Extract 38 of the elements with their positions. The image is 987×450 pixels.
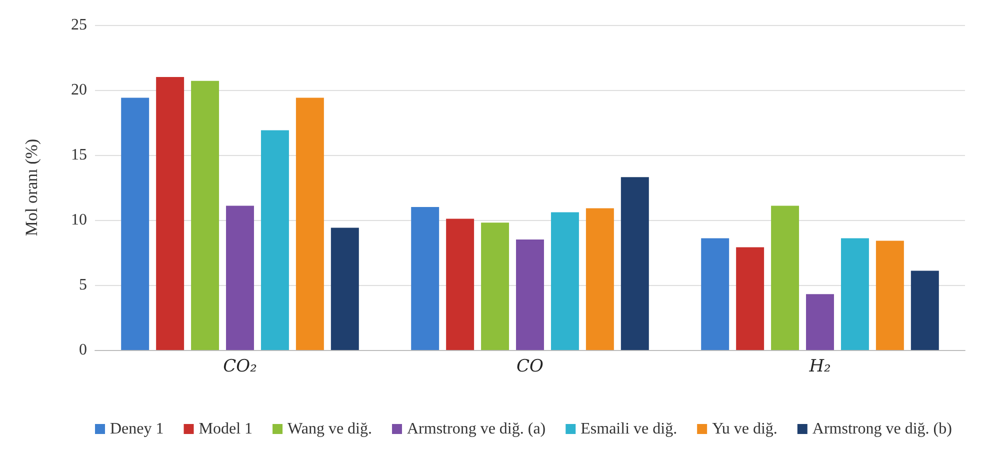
bar: [516, 240, 544, 350]
bar: [156, 77, 184, 350]
bar: [806, 294, 834, 350]
legend-label: Armstrong ve diğ. (a): [407, 420, 546, 438]
bar: [620, 177, 649, 350]
y-tick-label: 15: [71, 146, 87, 164]
bar: [296, 98, 324, 350]
legend-label: Yu ve diğ.: [712, 420, 778, 438]
y-tick-label: 20: [71, 82, 87, 98]
legend-label: Esmaili ve diğ.: [580, 420, 678, 438]
x-tick-label: CO: [516, 356, 544, 376]
y-tick-label: 5: [79, 276, 87, 294]
bar: [446, 218, 474, 350]
legend-label: Model 1: [198, 420, 253, 438]
bar: [260, 130, 289, 350]
x-tick-label: H₂: [808, 356, 832, 376]
legend-label: Deney 1: [110, 420, 164, 438]
y-tick-label: 25: [71, 16, 87, 34]
bar: [226, 206, 254, 350]
y-tick-label: 10: [71, 212, 87, 228]
bar: [411, 207, 440, 350]
legend-label: Wang ve diğ.: [288, 420, 372, 438]
legend-label: Armstrong ve diğ. (b): [812, 420, 952, 438]
y-axis-title: Mol oranı (%): [22, 138, 41, 236]
bar: [330, 228, 359, 350]
bar: [736, 247, 764, 350]
bar: [191, 80, 220, 350]
bar: [121, 98, 150, 350]
bar: [550, 212, 579, 350]
bar: [481, 222, 510, 350]
y-tick-label: 0: [79, 342, 87, 358]
bar: [701, 238, 730, 350]
bar: [771, 206, 800, 350]
bar: [910, 270, 939, 350]
x-tick-label: CO₂: [223, 356, 258, 376]
bar: [876, 240, 904, 350]
bar: [586, 208, 614, 350]
bar: [840, 238, 869, 350]
